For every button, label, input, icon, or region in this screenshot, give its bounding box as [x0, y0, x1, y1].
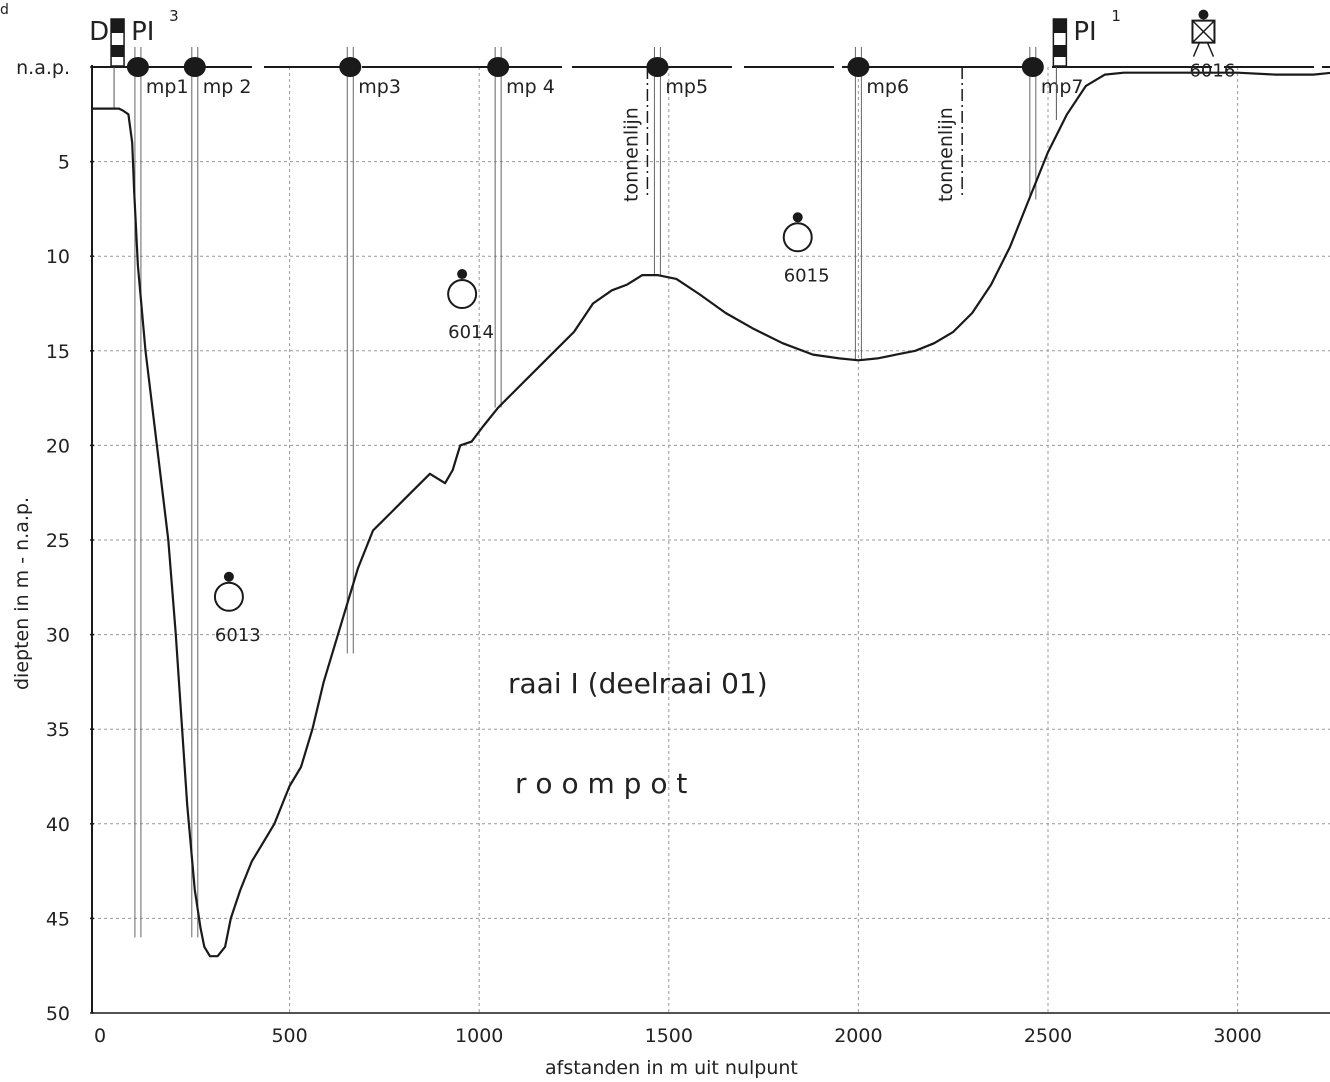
tonnenlijn-label: tonnenlijn	[620, 107, 642, 202]
y-tick-label: 25	[46, 530, 70, 552]
mp-marker-dot	[126, 57, 149, 77]
depth-profile-line	[92, 71, 1330, 958]
station-leg	[1206, 42, 1215, 57]
y-tick-label: 35	[46, 719, 70, 741]
station-label: 6015	[784, 265, 830, 286]
station-circle	[213, 581, 244, 612]
x-tick-label: 0	[94, 1025, 106, 1047]
mp-label: mp7	[1041, 76, 1084, 98]
station-top-dot	[223, 571, 234, 582]
beacon-band	[111, 45, 125, 57]
mp-marker-dot	[1021, 57, 1044, 77]
beacon-band	[111, 19, 125, 33]
station-circle	[447, 279, 478, 310]
mp-label: mp3	[358, 76, 401, 98]
beacon-label: PI	[131, 17, 154, 47]
y-tick-label: 10	[46, 246, 70, 268]
corner-mark: d	[0, 2, 9, 18]
chart-subtitle: r o o m p o t	[515, 767, 687, 800]
mp-marker-dot	[847, 57, 870, 77]
station-label: 6013	[215, 625, 261, 646]
mp-marker-dot	[487, 57, 510, 77]
chart-title: raai I (deelraai 01)	[508, 667, 768, 700]
station-leg	[1192, 42, 1201, 57]
x-tick-label: 1000	[455, 1025, 503, 1047]
y-tick-label: 45	[46, 908, 70, 930]
mp-label: mp6	[866, 76, 909, 98]
beacon-band	[1053, 45, 1067, 57]
series	[92, 71, 1330, 958]
station-label: 6014	[448, 322, 494, 343]
station-circle	[782, 222, 813, 253]
beacon-superscript: 3	[169, 7, 179, 25]
mp-marker-dot	[339, 57, 362, 77]
y-tick-label: 15	[46, 341, 70, 363]
y-tick-label: 50	[46, 1003, 70, 1025]
beacon-superscript: 1	[1111, 7, 1121, 25]
mp-label: mp5	[665, 76, 708, 98]
x-tick-label: 1500	[645, 1025, 693, 1047]
station-top-dot	[792, 212, 803, 223]
mp-label: mp1	[146, 76, 189, 98]
y-tick-label: n.a.p.	[16, 57, 70, 79]
beacon-prefix: D	[89, 17, 109, 47]
y-tick-label: 5	[58, 152, 70, 174]
station-label: 6016	[1189, 61, 1235, 82]
x-axis-title: afstanden in m uit nulpunt	[545, 1057, 798, 1079]
mp-label: mp 4	[506, 76, 555, 98]
grid	[92, 67, 1330, 1014]
y-tick-label: 30	[46, 625, 70, 647]
station-cross	[1191, 20, 1216, 44]
y-tick-label: 40	[46, 814, 70, 836]
y-tick-label: 20	[46, 435, 70, 457]
x-tick-label: 500	[271, 1025, 307, 1047]
x-tick-label: 2000	[834, 1025, 882, 1047]
x-tick-label: 2500	[1024, 1025, 1072, 1047]
x-tick-label: 3000	[1213, 1025, 1261, 1047]
mp-label: mp 2	[203, 76, 252, 98]
tonnenlijn-label: tonnenlijn	[935, 107, 957, 202]
stations: 6013 6014 6015 6016	[213, 9, 1235, 646]
mp-marker-dot	[183, 57, 206, 77]
beacon-label: PI	[1073, 17, 1096, 47]
measuring-points: mp1 mp 2 mp3 mp 4 mp5 mp6 mp7 tonnenlijn tonnenl…	[89, 7, 1121, 938]
y-axis-title: diepten in m - n.a.p.	[11, 497, 33, 690]
mp-marker-dot	[646, 57, 669, 77]
station-top-dot	[457, 269, 468, 280]
beacon-band	[1053, 19, 1067, 33]
station-top-dot	[1198, 9, 1209, 20]
